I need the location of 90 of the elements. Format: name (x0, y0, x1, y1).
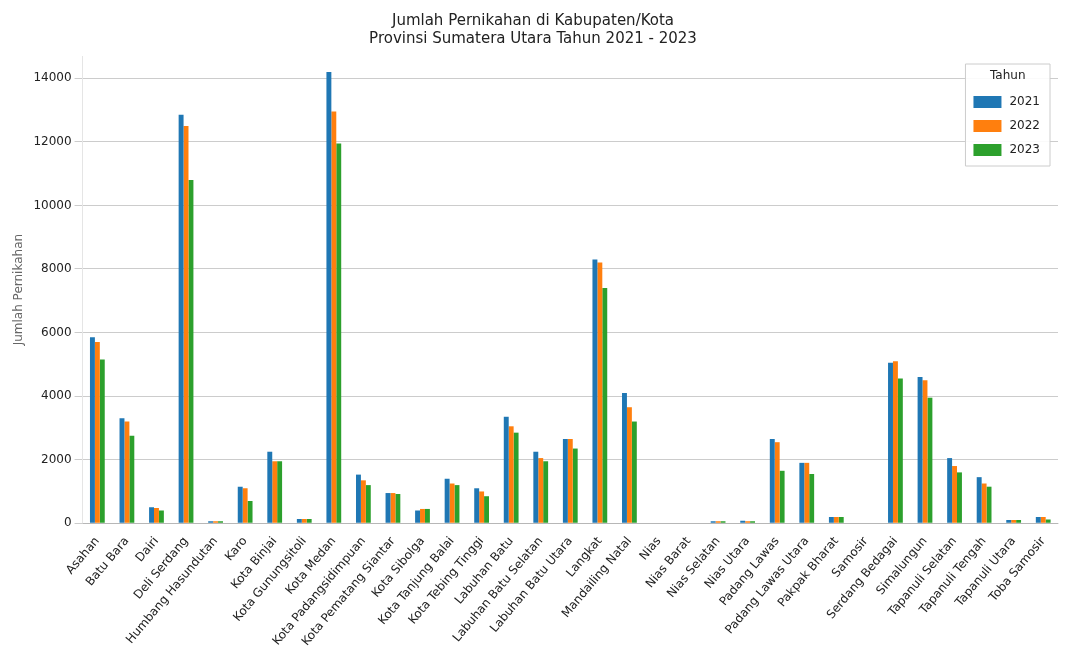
bar (503, 416, 509, 523)
bar (597, 262, 603, 523)
bar (306, 519, 312, 523)
bar (94, 342, 100, 523)
y-tick-label: 14000 (33, 70, 72, 85)
bar (272, 461, 278, 523)
bar (277, 461, 283, 523)
legend-label: 2021 (1009, 94, 1041, 109)
bar (415, 510, 421, 523)
bar (513, 432, 519, 523)
bar (390, 493, 396, 523)
bar (449, 483, 455, 523)
bar (1016, 520, 1022, 523)
bar (1040, 516, 1046, 523)
bar (296, 519, 302, 523)
bar (592, 259, 598, 523)
bar (444, 478, 450, 523)
bar (267, 451, 273, 523)
bar (799, 462, 805, 523)
bar (247, 501, 253, 523)
bar (158, 510, 164, 523)
bar (917, 377, 923, 523)
y-tick-label: 2000 (41, 451, 72, 466)
bar (336, 143, 342, 523)
legend-label: 2022 (1009, 118, 1041, 133)
bar (124, 421, 130, 523)
bar (365, 485, 371, 523)
bar (740, 520, 746, 523)
bar (838, 516, 844, 523)
bar (188, 179, 194, 523)
bar (420, 508, 425, 523)
y-tick-label: 4000 (41, 388, 72, 403)
bar (479, 491, 485, 523)
bar (301, 519, 307, 523)
bar (888, 362, 893, 523)
bar (474, 488, 480, 523)
bar (355, 474, 361, 523)
bar (833, 516, 839, 523)
bar (897, 378, 903, 523)
bar (572, 448, 578, 523)
y-tick-label: 12000 (33, 133, 72, 148)
y-tick-label: 0 (63, 515, 72, 530)
bar (976, 477, 982, 523)
y-tick-label: 8000 (41, 261, 72, 276)
bar (622, 392, 627, 523)
bar (543, 461, 549, 523)
bar (952, 466, 958, 523)
bar (1006, 520, 1012, 523)
bar (484, 496, 489, 523)
bar (769, 439, 775, 523)
bar (424, 508, 430, 523)
bar (1011, 520, 1017, 523)
bar (804, 462, 810, 523)
bar (602, 288, 608, 523)
bar (809, 473, 815, 523)
y-tick-label: 10000 (33, 197, 72, 212)
bar (538, 458, 544, 523)
bar (149, 507, 155, 523)
bar (774, 442, 780, 523)
bar (508, 426, 514, 523)
bar (957, 472, 962, 523)
bar (981, 483, 987, 523)
bar (779, 470, 785, 523)
y-axis-title: Jumlah Pernikahan (11, 233, 26, 347)
bar (178, 114, 184, 523)
legend-title: Tahun (988, 68, 1026, 83)
bar (626, 407, 632, 523)
bar (395, 494, 401, 523)
bar (533, 451, 539, 523)
bar (1035, 516, 1041, 523)
bar (129, 435, 135, 523)
bar (1045, 519, 1051, 523)
bar (567, 439, 573, 523)
bar (562, 439, 568, 523)
bar (828, 516, 834, 523)
bar (89, 337, 95, 523)
bar (947, 458, 953, 523)
bar (154, 507, 159, 523)
chart-title: Jumlah Pernikahan di Kabupaten/Kota Provinsi Sumatera Utara Tahun 2021 - 2023 (369, 10, 697, 47)
bar (360, 480, 366, 523)
legend-label: 2023 (1009, 142, 1041, 157)
bar (927, 397, 933, 523)
bar (99, 359, 105, 523)
y-tick-label: 6000 (41, 324, 72, 339)
bar (331, 111, 337, 523)
bar (631, 421, 637, 523)
bar (892, 361, 898, 523)
bar (237, 486, 243, 523)
bar (326, 71, 332, 523)
bar (242, 488, 248, 523)
